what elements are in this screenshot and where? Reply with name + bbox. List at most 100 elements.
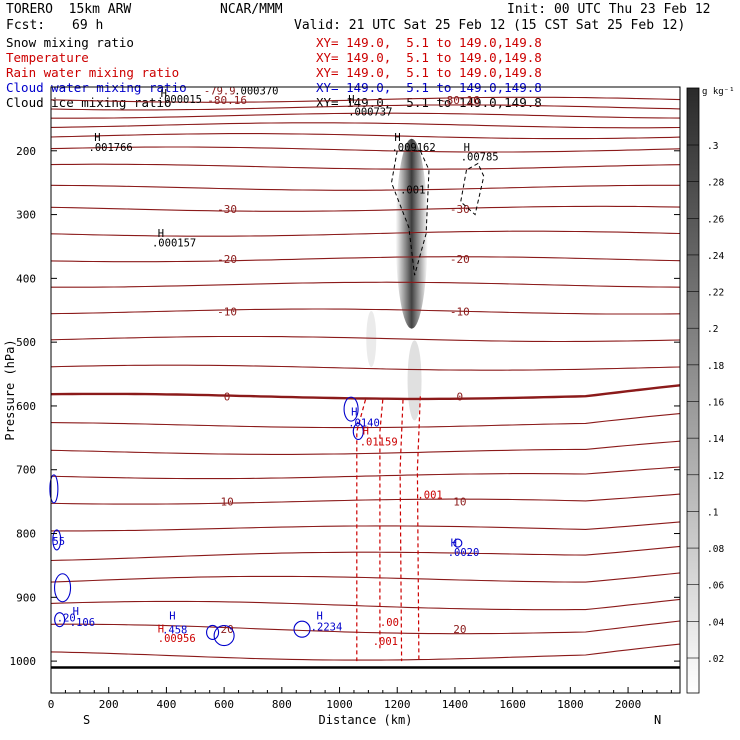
y-tick-label: 600 [16, 400, 36, 413]
temperature-contour-label: -20 [217, 253, 237, 266]
x-tick-label: 1200 [384, 698, 411, 711]
temperature-contour-label: 20 [220, 623, 233, 636]
y-tick-label: 500 [16, 336, 36, 349]
contour-extremum-label: .001 [400, 185, 425, 197]
temperature-contour-line [50, 104, 681, 111]
colorbar: g kg⁻¹ .3 .28 .26 .24 .22 .2 .18 .16 .14 .12 .1 .08.… [686, 87, 735, 694]
colorbar-tick-label: .04 [707, 617, 724, 628]
temperature-contour-line [50, 205, 681, 212]
temperature-contour-label: 10 [453, 496, 466, 509]
temperature-contour-line [51, 281, 681, 288]
contour-extremum-label: H [363, 426, 369, 438]
cloud-water-contour [52, 529, 62, 551]
contour-extremum-label: H [394, 132, 400, 144]
colorbar-tick-label: .2 [707, 324, 718, 335]
rain-contour-line [416, 396, 421, 662]
temperature-contour-line [50, 413, 681, 429]
contour-extremum-label: H [451, 537, 457, 549]
ice-contour-line [390, 150, 430, 276]
temperature-contour-line [51, 112, 681, 119]
init-time: Init: 00 UTC Thu 23 Feb 12 [507, 2, 711, 17]
contour-extremum-label: .20 [57, 613, 76, 625]
contour-extremum-label: H [158, 623, 164, 635]
temperature-contour-label: 10 [220, 496, 233, 509]
temperature-contour-label: 0 [224, 390, 231, 403]
snow-plume-shading [366, 310, 377, 367]
temperature-contour-line [50, 598, 681, 611]
field-name: Cloud ice mixing ratio [6, 95, 172, 110]
y-tick-label: 800 [16, 528, 36, 541]
temperature-contour-line [50, 335, 681, 343]
temperature-contour-line [51, 521, 681, 532]
ice-contour-line [460, 162, 485, 216]
north-label: N [654, 713, 661, 727]
temperature-contour-line [50, 620, 681, 635]
colorbar-units: g kg⁻¹ [702, 87, 735, 97]
contour-extremum-label: H [73, 606, 79, 618]
center-label: NCAR/MMM [220, 2, 283, 17]
snow-plume-shading [407, 340, 422, 421]
colorbar-tick-label: .24 [707, 251, 724, 262]
temperature-contour-line [50, 122, 681, 129]
hydrometeor-contours [49, 150, 485, 662]
cloud-water-contour [453, 538, 463, 548]
model-title: TORERO 15km ARW [6, 2, 132, 17]
fcst-value: 69 h [72, 18, 104, 33]
plot-frame [50, 86, 681, 694]
contour-extremum-label: .0020 [448, 547, 480, 559]
temperature-contour-line [50, 163, 681, 170]
cloud-water-contour [49, 474, 59, 504]
temperature-contours: -80.16 -80.16 -30 -30 -20 -20 -10 -10 0 0 10 10 20 20 [50, 94, 681, 669]
temperature-contour-line [50, 643, 681, 661]
temperature-contour-line [50, 545, 681, 562]
temperature-contour-line [50, 256, 681, 263]
x-tick-label: 800 [272, 698, 292, 711]
colorbar-tick-label: .18 [707, 361, 724, 372]
contour-extremum-label: .000157 [152, 237, 196, 249]
contour-extremum-label: .00956 [158, 633, 196, 645]
x-tick-label: 1000 [326, 698, 353, 711]
contour-extremum-label: .00 [380, 617, 399, 629]
contour-extremum-label: H [94, 132, 100, 144]
temperature-contour-line [50, 308, 681, 315]
cloud-water-contour [293, 620, 311, 638]
temperature-contour-label: -20 [450, 253, 470, 266]
contour-extremum-label: 55 [52, 536, 65, 548]
contour-extremum-label: H [158, 228, 164, 240]
temperature-contour-line [50, 133, 681, 140]
field-xy-range: XY= 149.0, 5.1 to 149.0,149.8 [316, 35, 542, 50]
temperature-contour-label: -80.16 [440, 94, 480, 107]
rain-contour-line [399, 399, 404, 662]
x-tick-label: 600 [214, 698, 234, 711]
contour-extremum-label: .009162 [391, 142, 435, 154]
field-name: Temperature [6, 50, 89, 65]
colorbar-tick-label: .12 [707, 471, 724, 482]
temperature-contour-label: -10 [450, 306, 470, 319]
temperature-contour-line [50, 146, 681, 153]
y-tick-label: 300 [16, 209, 36, 222]
field-name: Snow mixing ratio [6, 35, 134, 50]
x-tick-label: 1400 [442, 698, 469, 711]
cloud-water-contour [53, 573, 72, 603]
temperature-contour-line [50, 493, 681, 505]
contour-extremum-label: .001 [373, 636, 398, 648]
temperature-contour-line [50, 184, 680, 191]
colorbar-tick-label: .26 [707, 214, 724, 225]
fcst-label: Fcst: [6, 18, 46, 33]
colorbar-tick-label: .06 [707, 581, 724, 592]
south-label: S [83, 713, 90, 727]
temperature-contour-line [50, 440, 681, 455]
field-xy-range: XY= 149.0, 5.1 to 149.0,149.8 [316, 65, 542, 80]
snow-shading [366, 138, 428, 421]
contour-extremum-label: H [169, 611, 175, 623]
contour-extremum-label: .000015 [158, 94, 202, 106]
colorbar-tick-label: .22 [707, 288, 724, 299]
y-tick-label: 1000 [10, 655, 37, 668]
contour-extremum-label: -79.9 [204, 86, 236, 98]
temperature-contour-label: 20 [453, 623, 466, 636]
field-xy-range: XY= 149.0, 5.1 to 149.0,149.8 [316, 50, 542, 65]
contour-extremum-label: .001 [417, 489, 442, 501]
x-axis-label: Distance (km) [319, 713, 413, 727]
temperature-contour-label: -80.16 [207, 94, 247, 107]
